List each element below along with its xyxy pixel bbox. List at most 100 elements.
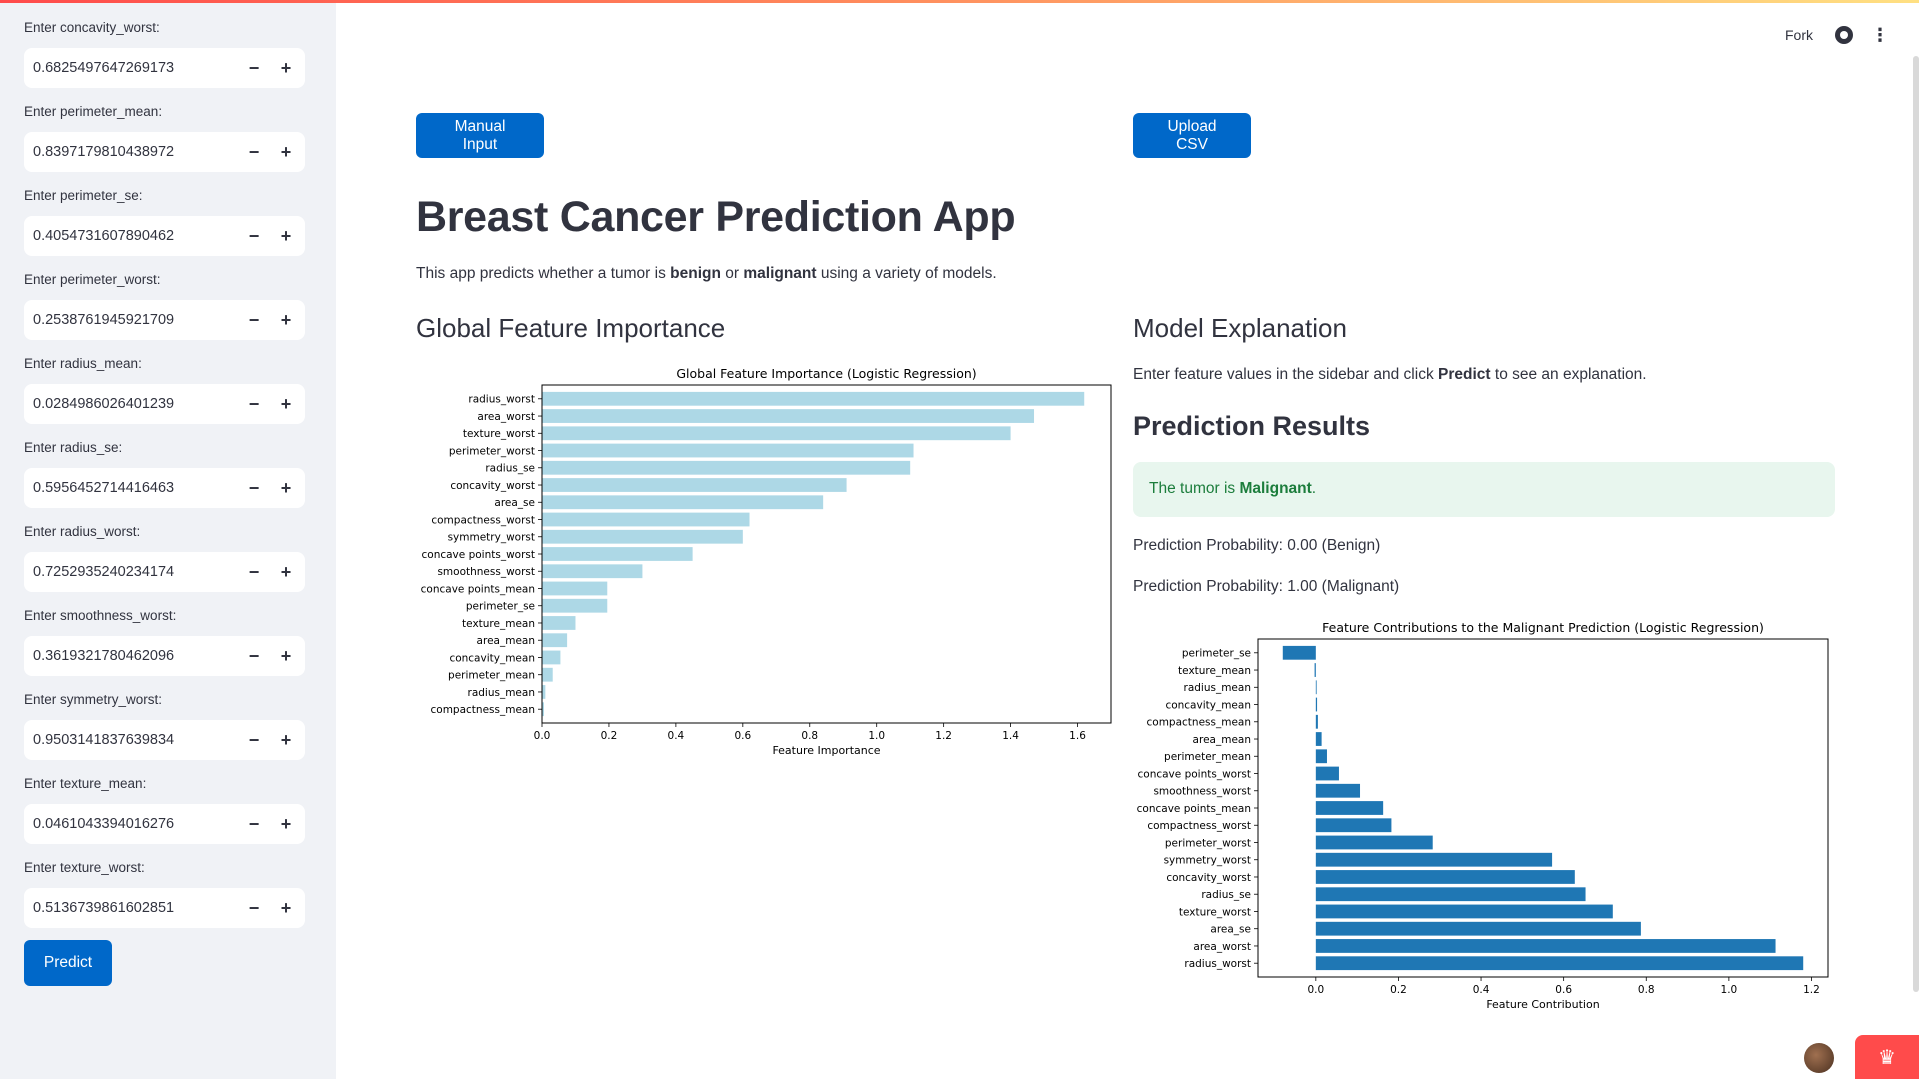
prediction-results-heading: Prediction Results — [1133, 411, 1371, 441]
streamlit-crown-icon[interactable]: ♛ — [1855, 1035, 1919, 1079]
number-input-field: Enter texture_worst: 0.5136739861602851 − + — [24, 860, 336, 930]
increment-button[interactable]: + — [280, 141, 292, 162]
increment-button[interactable]: + — [280, 393, 292, 414]
field-label: Enter perimeter_se: — [24, 188, 143, 203]
increment-button[interactable]: + — [280, 561, 292, 582]
number-input-field: Enter texture_mean: 0.0461043394016276 − + — [24, 776, 336, 846]
fork-link[interactable]: Fork — [1785, 27, 1813, 43]
global-feature-importance-heading: Global Feature Importance — [416, 313, 726, 343]
x-axis-label: Feature Contribution — [1486, 998, 1599, 1011]
y-tick-label: area_worst — [1193, 941, 1251, 953]
increment-button[interactable]: + — [280, 813, 292, 834]
predict-button[interactable]: Predict — [24, 940, 112, 986]
number-input[interactable]: 0.3619321780462096 − + — [24, 636, 305, 676]
y-tick-label: texture_worst — [1179, 906, 1251, 918]
bar — [1315, 680, 1317, 695]
manual-input-button[interactable]: Manual Input — [416, 113, 544, 158]
y-tick-label: symmetry_worst — [448, 532, 535, 544]
number-input-field: Enter perimeter_mean: 0.8397179810438972 −… — [24, 104, 336, 174]
chart-title: Feature Contributions to the Malignant P… — [1322, 620, 1764, 635]
decrement-button[interactable]: − — [248, 561, 260, 582]
bar — [1315, 714, 1318, 729]
decrement-button[interactable]: − — [248, 729, 260, 750]
x-tick-label: 0.2 — [1390, 984, 1407, 996]
number-input-value[interactable]: 0.6825497647269173 — [33, 60, 175, 76]
number-input[interactable]: 0.5956452714416463 − + — [24, 468, 305, 508]
global-feature-importance-chart: Global Feature Importance (Logistic Regr… — [421, 366, 1112, 757]
number-input-value[interactable]: 0.5956452714416463 — [33, 480, 175, 496]
increment-button[interactable]: + — [280, 477, 292, 498]
bar — [1315, 783, 1361, 798]
kebab-menu-icon[interactable]: ⋮ — [1871, 25, 1889, 45]
bar — [1315, 921, 1641, 936]
number-input[interactable]: 0.5136739861602851 − + — [24, 888, 305, 928]
number-input[interactable]: 0.2538761945921709 − + — [24, 300, 305, 340]
decrement-button[interactable]: − — [248, 393, 260, 414]
bar — [542, 443, 914, 458]
number-input-value[interactable]: 0.4054731607890462 — [33, 228, 175, 244]
decrement-button[interactable]: − — [248, 309, 260, 330]
number-input-value[interactable]: 0.2538761945921709 — [33, 312, 175, 328]
number-input[interactable]: 0.0461043394016276 − + — [24, 804, 305, 844]
field-label: Enter perimeter_worst: — [24, 272, 161, 287]
chart-title: Global Feature Importance (Logistic Regr… — [676, 366, 976, 381]
decrement-button[interactable]: − — [248, 141, 260, 162]
main-scrollbar[interactable] — [1913, 56, 1919, 992]
explain-predict: Predict — [1438, 366, 1491, 383]
number-input[interactable]: 0.7252935240234174 − + — [24, 552, 305, 592]
desc-text-3: using a variety of models. — [816, 265, 997, 282]
number-input-value[interactable]: 0.8397179810438972 — [33, 144, 175, 160]
y-tick-label: perimeter_worst — [449, 445, 535, 457]
number-input-field: Enter radius_se: 0.5956452714416463 − + — [24, 440, 336, 510]
number-input[interactable]: 0.9503141837639834 − + — [24, 720, 305, 760]
y-tick-label: concave points_worst — [422, 549, 536, 561]
increment-button[interactable]: + — [280, 309, 292, 330]
number-input[interactable]: 0.4054731607890462 − + — [24, 216, 305, 256]
number-input-value[interactable]: 0.7252935240234174 — [33, 564, 175, 580]
increment-button[interactable]: + — [280, 57, 292, 78]
increment-button[interactable]: + — [280, 729, 292, 750]
field-label: Enter symmetry_worst: — [24, 692, 163, 707]
feature-contributions-chart: Feature Contributions to the Malignant P… — [1137, 620, 1829, 1011]
decrement-button[interactable]: − — [248, 897, 260, 918]
x-tick-label: 0.2 — [601, 730, 618, 742]
result-class: Malignant — [1239, 480, 1312, 497]
y-tick-label: smoothness_worst — [1153, 786, 1251, 798]
y-tick-label: texture_mean — [1178, 665, 1251, 677]
increment-button[interactable]: + — [280, 645, 292, 666]
decrement-button[interactable]: − — [248, 477, 260, 498]
user-avatar[interactable] — [1804, 1043, 1834, 1073]
y-tick-label: area_mean — [477, 635, 535, 647]
increment-button[interactable]: + — [280, 225, 292, 246]
number-input-value[interactable]: 0.3619321780462096 — [33, 648, 175, 664]
decrement-button[interactable]: − — [248, 225, 260, 246]
number-input-value[interactable]: 0.9503141837639834 — [33, 732, 175, 748]
github-icon[interactable] — [1835, 26, 1853, 44]
desc-malignant: malignant — [743, 265, 817, 282]
bar — [542, 426, 1011, 441]
x-tick-label: 1.0 — [1721, 984, 1738, 996]
bar — [542, 495, 824, 510]
result-text-1: The tumor is — [1149, 480, 1240, 497]
decrement-button[interactable]: − — [248, 813, 260, 834]
plot-frame — [1257, 638, 1829, 978]
number-input-value[interactable]: 0.5136739861602851 — [33, 900, 175, 916]
decrement-button[interactable]: − — [248, 645, 260, 666]
probability-benign: Prediction Probability: 0.00 (Benign) — [1133, 537, 1381, 554]
number-input[interactable]: 0.6825497647269173 − + — [24, 48, 305, 88]
y-tick-label: concave points_worst — [1138, 768, 1252, 780]
upload-csv-button[interactable]: Upload CSV — [1133, 113, 1251, 158]
increment-button[interactable]: + — [280, 897, 292, 918]
decrement-button[interactable]: − — [248, 57, 260, 78]
number-input-value[interactable]: 0.0284986026401239 — [33, 396, 175, 412]
number-input[interactable]: 0.8397179810438972 − + — [24, 132, 305, 172]
explain-text-2: to see an explanation. — [1490, 366, 1647, 383]
number-input-value[interactable]: 0.0461043394016276 — [33, 816, 175, 832]
bar — [542, 564, 643, 579]
bar — [1315, 939, 1776, 953]
number-input-field: Enter perimeter_se: 0.4054731607890462 − + — [24, 188, 336, 258]
bar — [542, 598, 608, 613]
field-label: Enter concavity_worst: — [24, 20, 160, 35]
bar — [542, 547, 693, 561]
number-input[interactable]: 0.0284986026401239 − + — [24, 384, 305, 424]
